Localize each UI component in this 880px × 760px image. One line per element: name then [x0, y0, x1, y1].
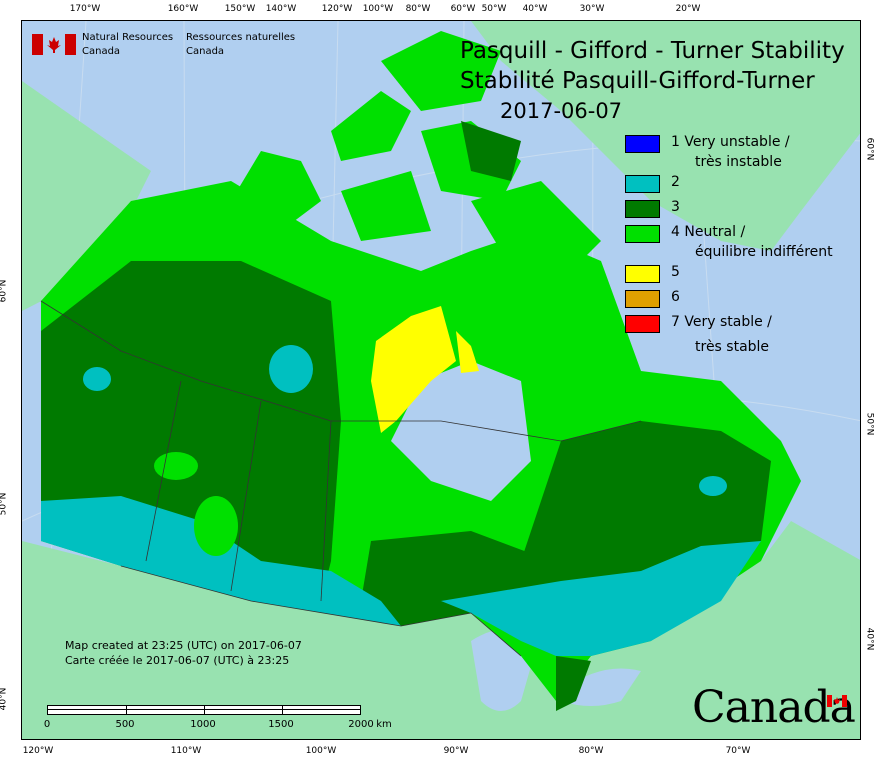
- great-lakes: [561, 668, 641, 706]
- map-title-fr: Stabilité Pasquill-Gifford-Turner: [460, 68, 815, 94]
- left-tick-label: 60°N: [0, 279, 9, 303]
- map-canvas: [22, 21, 860, 739]
- legend-swatch: [625, 265, 660, 283]
- class-2-spot: [269, 345, 313, 393]
- arctic-islands: [231, 31, 601, 281]
- agency-fr-line1: Ressources naturelles: [186, 32, 296, 43]
- legend-swatch: [625, 225, 660, 243]
- bottom-tick-label: 80°W: [578, 746, 604, 756]
- top-tick-label: 170°W: [69, 4, 101, 14]
- agency-name-fr: Ressources naturelles Canada: [186, 31, 295, 59]
- class-5-region: [371, 306, 456, 433]
- creation-note-fr: Carte créée le 2017-06-07 (UTC) à 23:25: [65, 654, 290, 667]
- hudson-bay: [391, 361, 531, 501]
- top-tick-label: 60°W: [450, 4, 476, 14]
- legend-label: 3: [671, 199, 680, 215]
- creation-note-en: Map created at 23:25 (UTC) on 2017-06-07: [65, 639, 302, 652]
- top-tick-label: 30°W: [579, 4, 605, 14]
- creation-note: Map created at 23:25 (UTC) on 2017-06-07…: [65, 638, 302, 668]
- top-tick-label: 120°W: [321, 4, 353, 14]
- legend-swatch: [625, 200, 660, 218]
- right-tick-label: 60°N: [864, 137, 875, 161]
- legend-label: 6: [671, 289, 680, 305]
- legend-label: 5: [671, 264, 680, 280]
- legend-label-fr: très instable: [695, 154, 782, 170]
- legend-swatch: [625, 175, 660, 193]
- left-tick-label: 50°N: [0, 492, 9, 516]
- legend-label-fr: équilibre indifférent: [695, 244, 833, 260]
- class-4-patch: [154, 452, 198, 480]
- map-title-en: Pasquill - Gifford - Turner Stability: [460, 38, 845, 64]
- legend-label: 1 Very unstable /: [671, 134, 790, 150]
- bottom-tick-label: 70°W: [725, 746, 751, 756]
- map-date: 2017-06-07: [500, 99, 623, 123]
- top-tick-label: 140°W: [265, 4, 297, 14]
- united-states-land: [22, 521, 860, 739]
- alaska-land: [22, 81, 151, 311]
- top-tick-label: 40°W: [522, 4, 548, 14]
- class-2-spot: [699, 476, 727, 496]
- left-tick-label: 40°N: [0, 687, 9, 711]
- class-2-region-quebec-ontario: [441, 541, 761, 656]
- canada-flag-icon: [32, 34, 76, 55]
- scale-label: 1500: [268, 719, 294, 730]
- class-2-spot: [83, 367, 111, 391]
- class-3-region-arctic: [461, 121, 521, 181]
- class-2-region-prairies: [41, 496, 401, 626]
- right-tick-label: 50°N: [864, 412, 875, 436]
- greenland-land: [471, 21, 860, 251]
- bottom-tick-label: 120°W: [22, 746, 54, 756]
- canada-wordmark: Canada: [692, 682, 856, 733]
- top-tick-label: 100°W: [362, 4, 394, 14]
- bottom-tick-label: 110°W: [170, 746, 202, 756]
- legend-label-fr: très stable: [695, 339, 770, 355]
- bottom-tick-label: 90°W: [443, 746, 469, 756]
- class-4-patch: [194, 496, 238, 556]
- boundaries: [40, 300, 642, 657]
- legend-swatch: [625, 315, 660, 333]
- top-tick-label: 160°W: [167, 4, 199, 14]
- scale-label: 500: [115, 719, 135, 730]
- top-tick-label: 150°W: [224, 4, 256, 14]
- agency-name-en: Natural Resources Canada: [82, 31, 173, 59]
- agency-fr-line2: Canada: [186, 46, 225, 57]
- legend-label: 4 Neutral /: [671, 224, 746, 240]
- legend-label: 2: [671, 174, 680, 190]
- scale-unit: km: [376, 719, 392, 730]
- right-tick-label: 40°N: [864, 627, 875, 651]
- top-tick-label: 80°W: [405, 4, 431, 14]
- class-3-region-south-ontario: [556, 656, 591, 711]
- bottom-tick-label: 100°W: [305, 746, 337, 756]
- agency-en-line2: Canada: [82, 46, 121, 57]
- map-frame: [21, 20, 861, 740]
- scale-label: 2000: [348, 719, 374, 730]
- legend-label: 7 Very stable /: [671, 314, 772, 330]
- class-5-region: [456, 331, 479, 373]
- legend-swatch: [625, 135, 660, 153]
- top-tick-label: 50°W: [481, 4, 507, 14]
- legend-swatch: [625, 290, 660, 308]
- scale-bar: [47, 705, 361, 715]
- scale-label: 0: [43, 719, 51, 730]
- scale-label: 1000: [190, 719, 216, 730]
- agency-en-line1: Natural Resources: [82, 32, 174, 43]
- wordmark-flag-icon: [827, 692, 847, 707]
- top-tick-label: 20°W: [675, 4, 701, 14]
